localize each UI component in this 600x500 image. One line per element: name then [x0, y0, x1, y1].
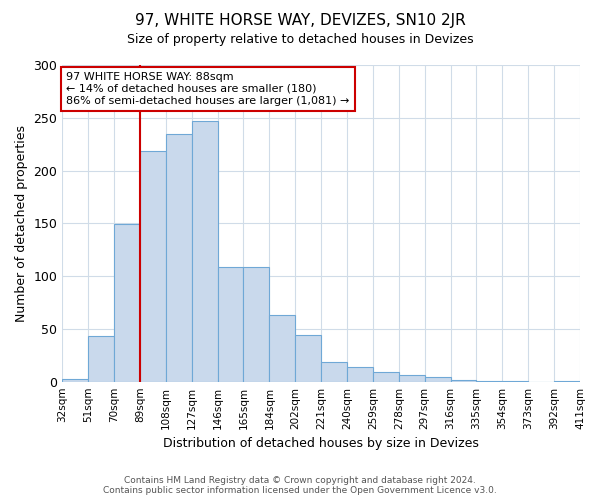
- Bar: [140, 150, 166, 382]
- Bar: [399, 376, 425, 382]
- Bar: [451, 380, 476, 382]
- Y-axis label: Number of detached properties: Number of detached properties: [15, 125, 28, 322]
- Bar: [218, 266, 244, 382]
- Bar: [62, 378, 88, 382]
- Bar: [554, 380, 580, 382]
- Text: Contains HM Land Registry data © Crown copyright and database right 2024.
Contai: Contains HM Land Registry data © Crown c…: [103, 476, 497, 495]
- Bar: [244, 266, 269, 382]
- Bar: [347, 367, 373, 382]
- Text: 97, WHITE HORSE WAY, DEVIZES, SN10 2JR: 97, WHITE HORSE WAY, DEVIZES, SN10 2JR: [134, 12, 466, 28]
- Bar: [476, 380, 502, 382]
- X-axis label: Distribution of detached houses by size in Devizes: Distribution of detached houses by size …: [163, 437, 479, 450]
- Bar: [114, 224, 140, 382]
- Bar: [166, 134, 192, 382]
- Bar: [192, 121, 218, 382]
- Bar: [295, 335, 321, 382]
- Bar: [502, 380, 528, 382]
- Text: 97 WHITE HORSE WAY: 88sqm
← 14% of detached houses are smaller (180)
86% of semi: 97 WHITE HORSE WAY: 88sqm ← 14% of detac…: [66, 72, 350, 106]
- Bar: [373, 372, 399, 382]
- Bar: [425, 378, 451, 382]
- Bar: [88, 336, 114, 382]
- Bar: [269, 315, 295, 382]
- Bar: [321, 362, 347, 382]
- Text: Size of property relative to detached houses in Devizes: Size of property relative to detached ho…: [127, 32, 473, 46]
